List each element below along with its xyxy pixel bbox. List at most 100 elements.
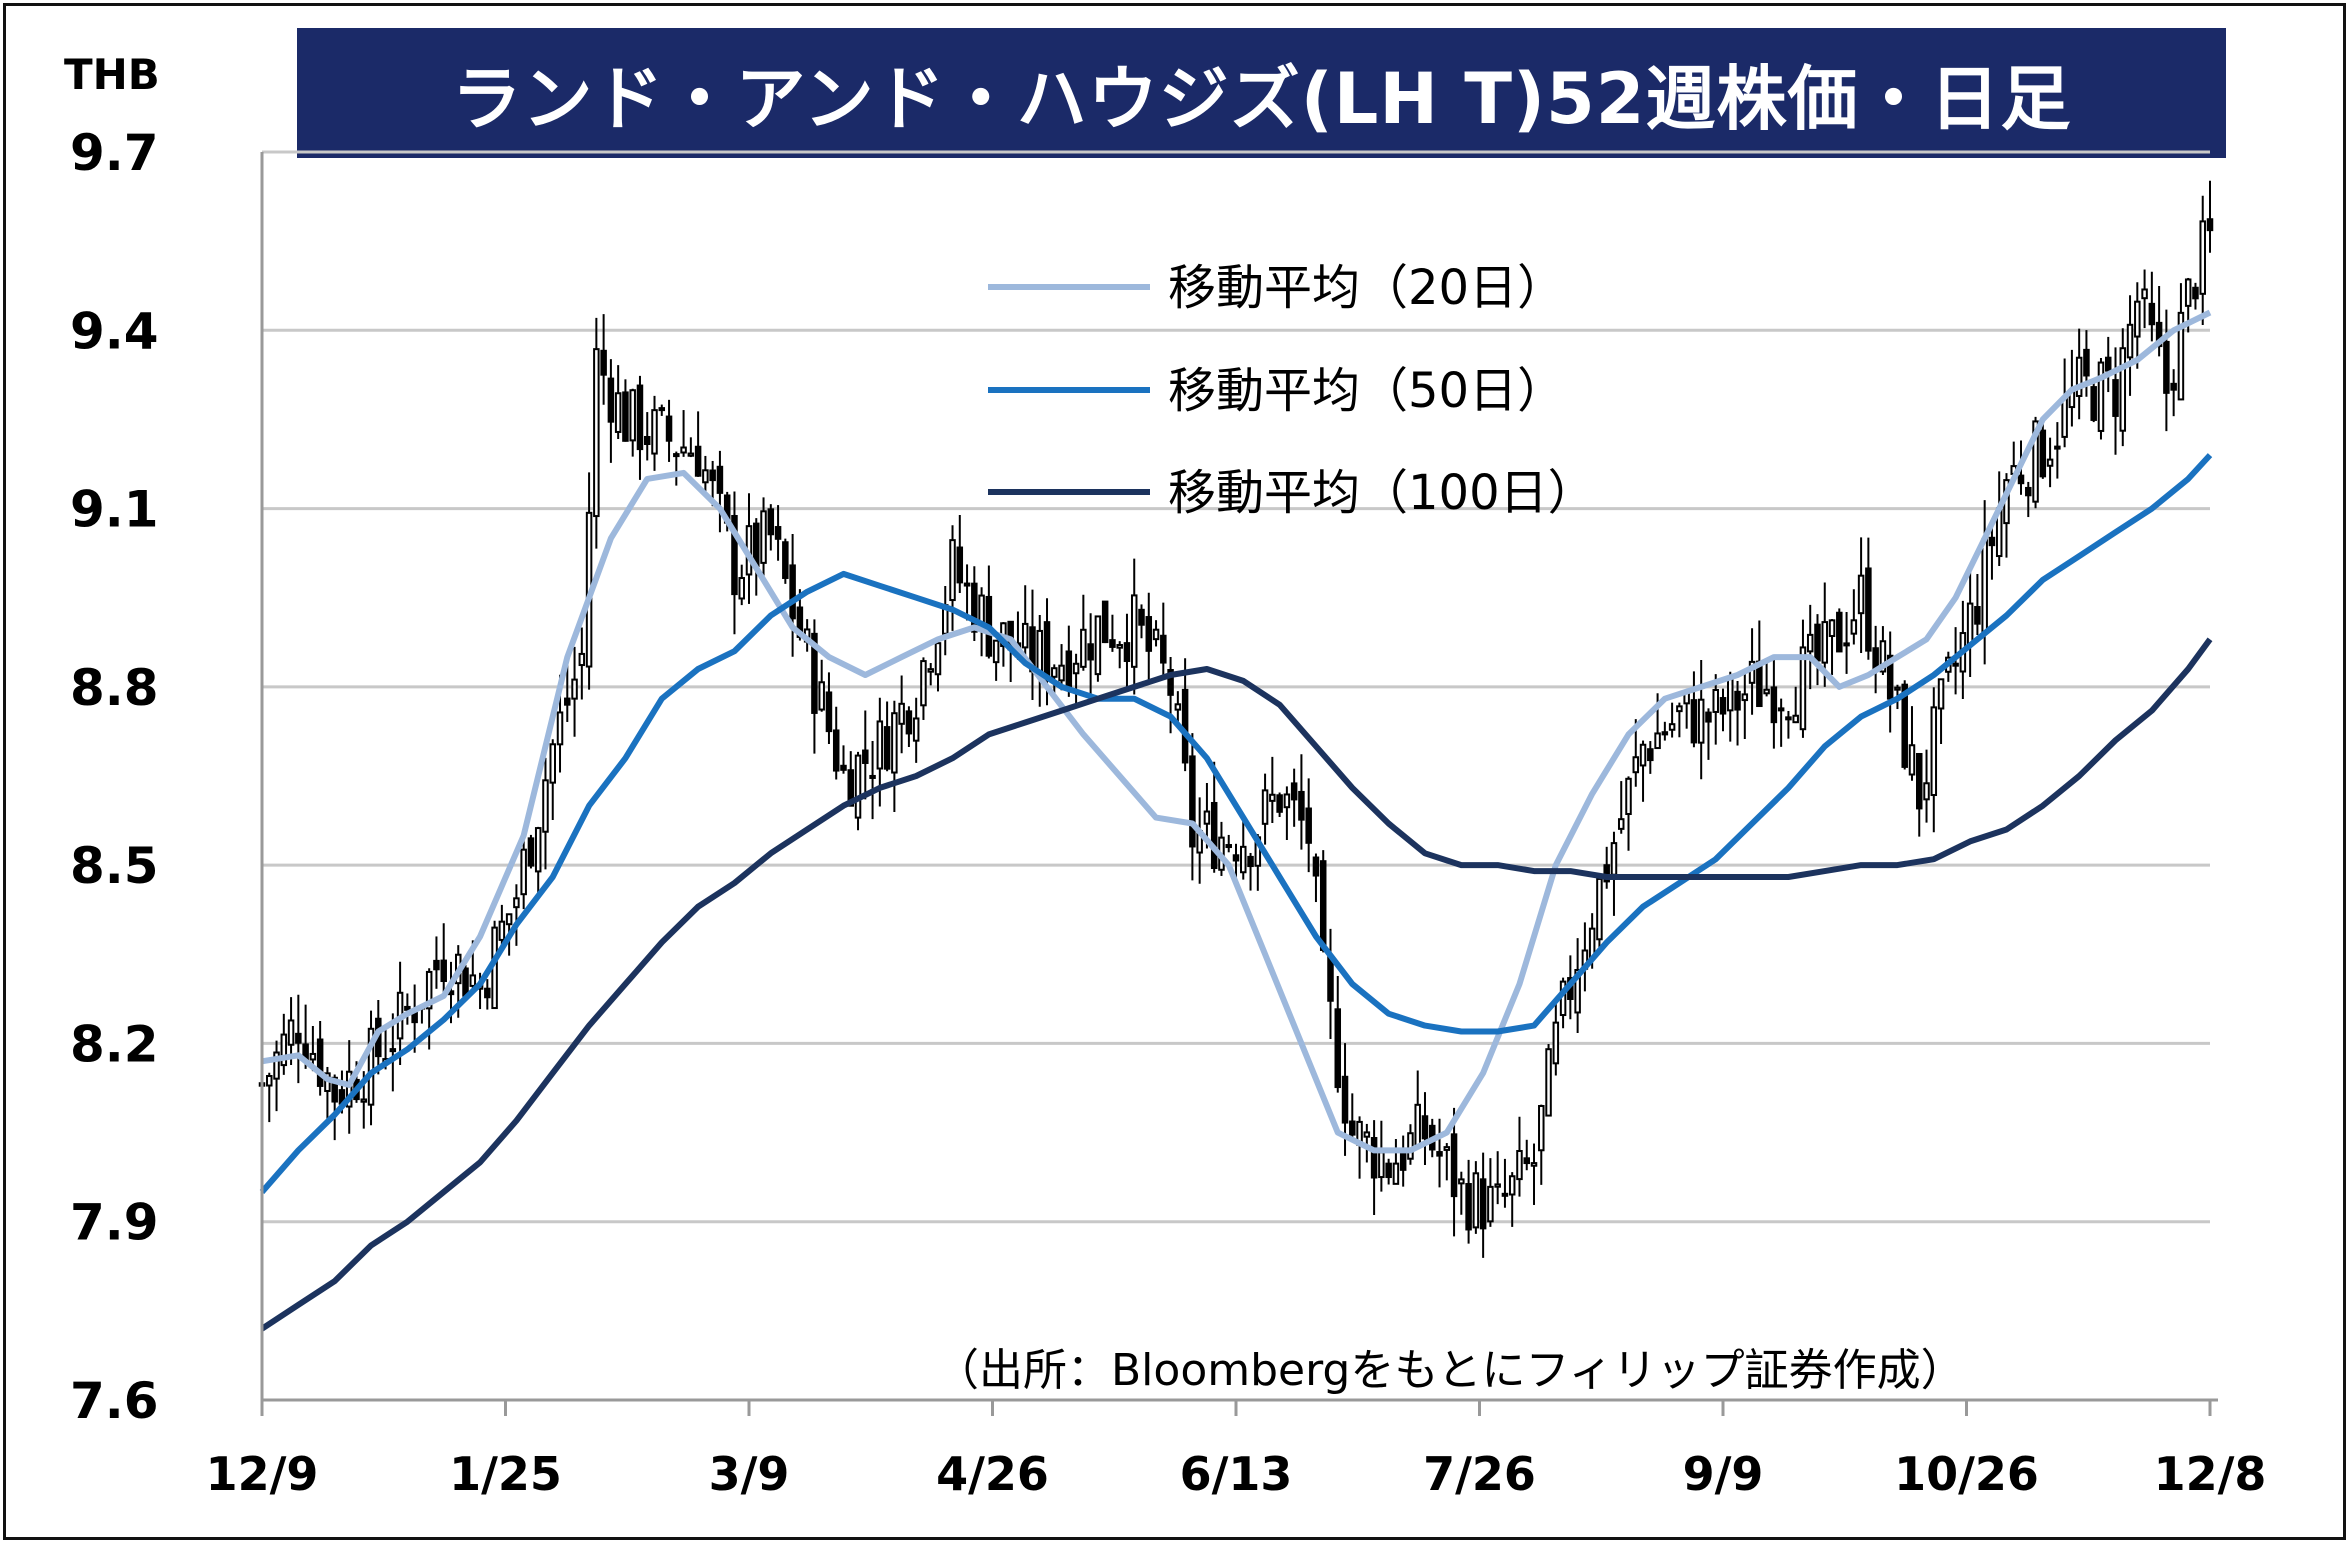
- candle-body: [1814, 623, 1821, 662]
- candle-body: [1290, 782, 1298, 801]
- candle-body: [425, 970, 433, 1010]
- candle-body: [818, 681, 825, 711]
- candle-body: [1523, 1157, 1530, 1165]
- candle-body: [2192, 286, 2199, 300]
- candle-body: [316, 1038, 324, 1087]
- candle-body: [295, 1032, 302, 1044]
- candle-body: [513, 897, 520, 909]
- candle-body: [782, 541, 789, 579]
- candle-body: [1952, 662, 1959, 667]
- candle-body: [1341, 1075, 1349, 1124]
- candle-body: [2046, 458, 2054, 467]
- candle-body: [731, 514, 738, 596]
- candle-body: [774, 526, 782, 540]
- candle-body: [2126, 323, 2134, 359]
- candle-body: [1123, 642, 1131, 662]
- candle-body: [1748, 660, 1756, 684]
- source-note: （出所：Bloombergをもとにフィリップ証券作成）: [935, 1345, 1965, 1396]
- candle-body: [1465, 1183, 1472, 1231]
- candle-body: [1770, 686, 1778, 724]
- candle-body: [1516, 1150, 1523, 1181]
- candle-body: [1923, 782, 1930, 801]
- candle-body: [360, 1098, 368, 1103]
- candle-body: [2170, 382, 2177, 391]
- candle-body: [273, 1051, 280, 1080]
- candle-body: [331, 1076, 338, 1103]
- candle-body: [694, 445, 702, 477]
- candle-body: [1421, 1115, 1429, 1140]
- candle-body: [956, 546, 964, 584]
- candle-body: [1349, 1120, 1356, 1136]
- y-tick-label: 9.4: [70, 302, 159, 360]
- x-tick-label: 10/26: [1894, 1447, 2039, 1501]
- candle-body: [934, 642, 942, 676]
- candle-body: [1385, 1162, 1392, 1179]
- candle-body: [1625, 777, 1632, 816]
- candle-body: [578, 652, 586, 667]
- x-tick-label: 12/9: [206, 1447, 319, 1501]
- candle-body: [1668, 723, 1676, 731]
- candle-body: [1414, 1103, 1421, 1147]
- candle-body: [1145, 616, 1153, 652]
- candle-body: [876, 720, 884, 770]
- candle-body: [1494, 1183, 1501, 1188]
- candle-body: [607, 377, 615, 423]
- y-tick-label: 9.7: [70, 124, 159, 182]
- candle-body: [622, 391, 629, 442]
- candle-body: [971, 582, 978, 633]
- ma-line-1: [261, 309, 2212, 1154]
- y-tick-label: 7.6: [70, 1372, 159, 1430]
- x-tick-label: 4/26: [936, 1447, 1049, 1501]
- candle-body: [629, 389, 636, 442]
- candle-body: [1225, 844, 1232, 849]
- candle-body: [280, 1033, 288, 1067]
- candle-body: [1908, 744, 1916, 776]
- candle-body: [1705, 711, 1712, 723]
- candle-body: [1647, 748, 1654, 762]
- candle-body: [527, 837, 535, 867]
- candle-body: [1138, 608, 1145, 626]
- candle-body: [869, 774, 876, 779]
- candle-body: [1792, 714, 1799, 724]
- candle-body: [963, 582, 971, 587]
- candle-body: [1116, 644, 1123, 649]
- candle-body: [1305, 807, 1312, 844]
- candle-body: [505, 913, 513, 926]
- candle-body: [2199, 220, 2206, 295]
- candle-body: [1894, 686, 1901, 691]
- x-tick-label: 6/13: [1180, 1447, 1293, 1501]
- candle-body: [1021, 622, 1029, 649]
- candle-body: [2119, 347, 2127, 432]
- candle-body: [1857, 574, 1865, 615]
- candle-body: [1407, 1132, 1414, 1160]
- x-tick-label: 7/26: [1423, 1447, 1536, 1501]
- candle-body: [564, 697, 571, 706]
- candle-body: [825, 691, 833, 733]
- candle-body: [854, 754, 862, 819]
- candle-body: [1676, 705, 1683, 713]
- legend-label: 移動平均（20日）: [1168, 260, 1565, 316]
- candle-body: [2104, 356, 2112, 372]
- candle-body: [920, 660, 927, 707]
- candle-body: [1479, 1178, 1487, 1230]
- candle-body: [1065, 650, 1073, 688]
- candle-body: [520, 848, 527, 896]
- candle-body: [1174, 703, 1182, 711]
- candle-body: [1806, 633, 1814, 653]
- candle-body: [1545, 1048, 1552, 1117]
- candle-body: [1283, 793, 1291, 809]
- candle-body: [1741, 693, 1749, 702]
- candle-body: [1247, 855, 1254, 868]
- candle-body: [1785, 716, 1792, 721]
- candle-body: [643, 435, 651, 446]
- candle-body: [832, 729, 840, 772]
- candle-body: [1916, 752, 1923, 810]
- y-tick-label: 8.2: [70, 1015, 159, 1073]
- candle-body: [1160, 634, 1167, 664]
- legend-label: 移動平均（50日）: [1168, 363, 1565, 419]
- candle-body: [484, 987, 491, 999]
- candle-body: [2148, 302, 2156, 326]
- candlesticks: [258, 180, 2214, 1258]
- candle-body: [992, 639, 1000, 664]
